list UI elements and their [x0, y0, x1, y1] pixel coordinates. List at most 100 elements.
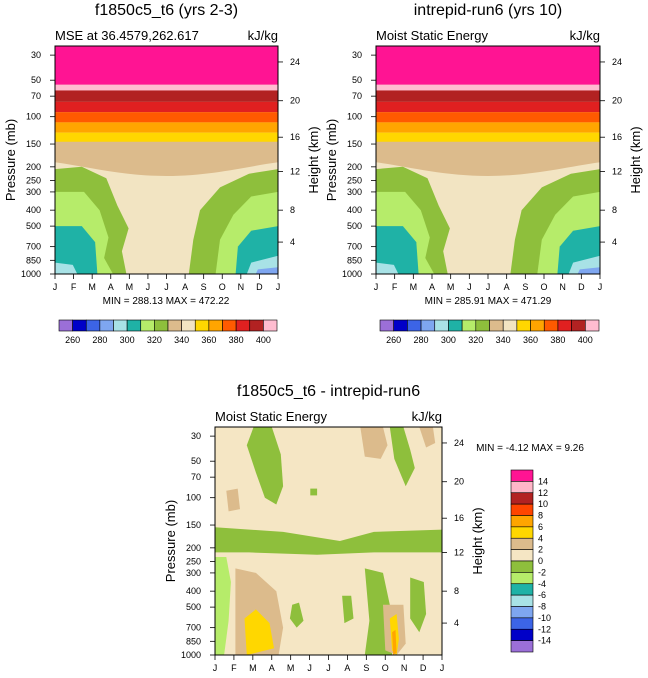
colorbar-label: 280	[414, 335, 429, 345]
colorbar-swatch	[393, 319, 408, 332]
colorbar-swatch	[379, 319, 394, 332]
contour-region	[389, 427, 415, 487]
y-axis-label: Pressure (mb)	[324, 119, 339, 201]
contour-band	[55, 132, 278, 143]
month-tick-label: D	[578, 282, 585, 292]
colorbar-swatch	[510, 537, 534, 550]
colorbar-label: 340	[174, 335, 189, 345]
height-tick-label: 24	[454, 438, 464, 448]
pressure-tick-label: 850	[186, 636, 201, 646]
pressure-tick-label: 200	[347, 162, 362, 172]
month-tick-label: J	[486, 282, 491, 292]
chart-units-label: kJ/kg	[570, 28, 600, 43]
height-tick-label: 24	[290, 57, 300, 67]
pressure-tick-label: 250	[347, 176, 362, 186]
pressure-tick-label: 150	[186, 520, 201, 530]
contour-band	[376, 112, 600, 123]
contour-region	[342, 595, 354, 624]
month-tick-label: M	[126, 282, 134, 292]
colorbar-swatch	[502, 319, 518, 332]
chart-left-label: MSE at 36.4579,262.617	[55, 28, 199, 43]
pressure-tick-label: 200	[26, 162, 41, 172]
colorbar-swatch	[510, 481, 534, 494]
pressure-tick-label: 300	[347, 187, 362, 197]
contour-region	[577, 267, 600, 274]
pressure-tick-label: 250	[26, 176, 41, 186]
colorbar-swatch	[510, 606, 534, 619]
pressure-tick-label: 250	[186, 557, 201, 567]
month-tick-label: F	[231, 663, 237, 673]
chart-units-label: kJ/kg	[412, 409, 442, 424]
colorbar-swatch	[510, 492, 534, 505]
pressure-tick-label: 50	[352, 75, 362, 85]
pressure-tick-label: 1000	[21, 269, 41, 279]
month-tick-label: S	[522, 282, 528, 292]
pressure-tick-label: 850	[26, 255, 41, 265]
month-tick-label: S	[363, 663, 369, 673]
contour-band	[376, 101, 600, 113]
colorbar-label: 0	[538, 556, 543, 566]
colorbar-swatch	[475, 319, 490, 332]
height-tick-label: 12	[454, 547, 464, 557]
colorbar-swatch	[510, 503, 534, 516]
height-tick-label: 8	[454, 586, 459, 596]
colorbar-label: 8	[538, 511, 543, 521]
colorbar-swatch	[571, 319, 586, 332]
colorbar-swatch	[510, 515, 534, 528]
contour-region	[244, 609, 274, 655]
colorbar-label: -10	[538, 613, 551, 623]
month-tick-label: N	[401, 663, 408, 673]
pressure-tick-label: 1000	[342, 269, 362, 279]
chart-units-label: kJ/kg	[248, 28, 278, 43]
colorbar-swatch	[510, 617, 534, 630]
height-tick-label: 12	[612, 166, 622, 176]
colorbar-swatch	[510, 549, 534, 562]
colorbar-swatch	[154, 319, 169, 332]
contour-region	[410, 577, 427, 633]
pressure-tick-label: 500	[347, 221, 362, 231]
colorbar-swatch	[530, 319, 545, 332]
colorbar-swatch	[461, 319, 477, 332]
min-max-readout: MIN = 285.91 MAX = 471.29	[425, 296, 552, 307]
colorbar-label: 300	[441, 335, 456, 345]
month-tick-label: J	[374, 282, 379, 292]
contour-region	[376, 262, 399, 274]
colorbar-swatch	[58, 319, 73, 332]
month-tick-label: J	[164, 282, 169, 292]
colorbar-label: 14	[538, 476, 548, 486]
month-tick-label: M	[88, 282, 96, 292]
month-tick-label: J	[440, 663, 445, 673]
chart-title: f1850c5_t6 - intrepid-run6	[237, 383, 420, 400]
month-tick-label: A	[182, 282, 188, 292]
pressure-tick-label: 500	[26, 221, 41, 231]
pressure-tick-label: 300	[26, 187, 41, 197]
colorbar-swatch	[126, 319, 142, 332]
month-tick-label: F	[392, 282, 398, 292]
colorbar-swatch	[249, 319, 264, 332]
pressure-tick-label: 150	[26, 139, 41, 149]
colorbar-swatch	[510, 469, 534, 482]
height-tick-label: 16	[612, 132, 622, 142]
month-tick-label: J	[276, 282, 281, 292]
contour-region	[310, 488, 318, 496]
colorbar-label: -4	[538, 579, 546, 589]
colorbar-label: 320	[468, 335, 483, 345]
contour-region	[246, 427, 284, 505]
colorbar-label: 360	[523, 335, 538, 345]
colorbar-label: 320	[147, 335, 162, 345]
chart-title: f1850c5_t6 (yrs 2-3)	[95, 2, 238, 19]
colorbar-swatch	[85, 319, 101, 332]
pressure-tick-label: 30	[352, 50, 362, 60]
pressure-tick-label: 30	[31, 50, 41, 60]
pressure-tick-label: 70	[352, 91, 362, 101]
contour-region	[419, 427, 436, 448]
contour-band	[55, 141, 278, 176]
pressure-tick-label: 70	[191, 472, 201, 482]
pressure-tick-label: 100	[26, 112, 41, 122]
colorbar-label: 380	[550, 335, 565, 345]
month-tick-label: S	[201, 282, 207, 292]
colorbar-label: 300	[120, 335, 135, 345]
height-tick-label: 4	[612, 237, 617, 247]
chart-title: intrepid-run6 (yrs 10)	[414, 2, 563, 19]
